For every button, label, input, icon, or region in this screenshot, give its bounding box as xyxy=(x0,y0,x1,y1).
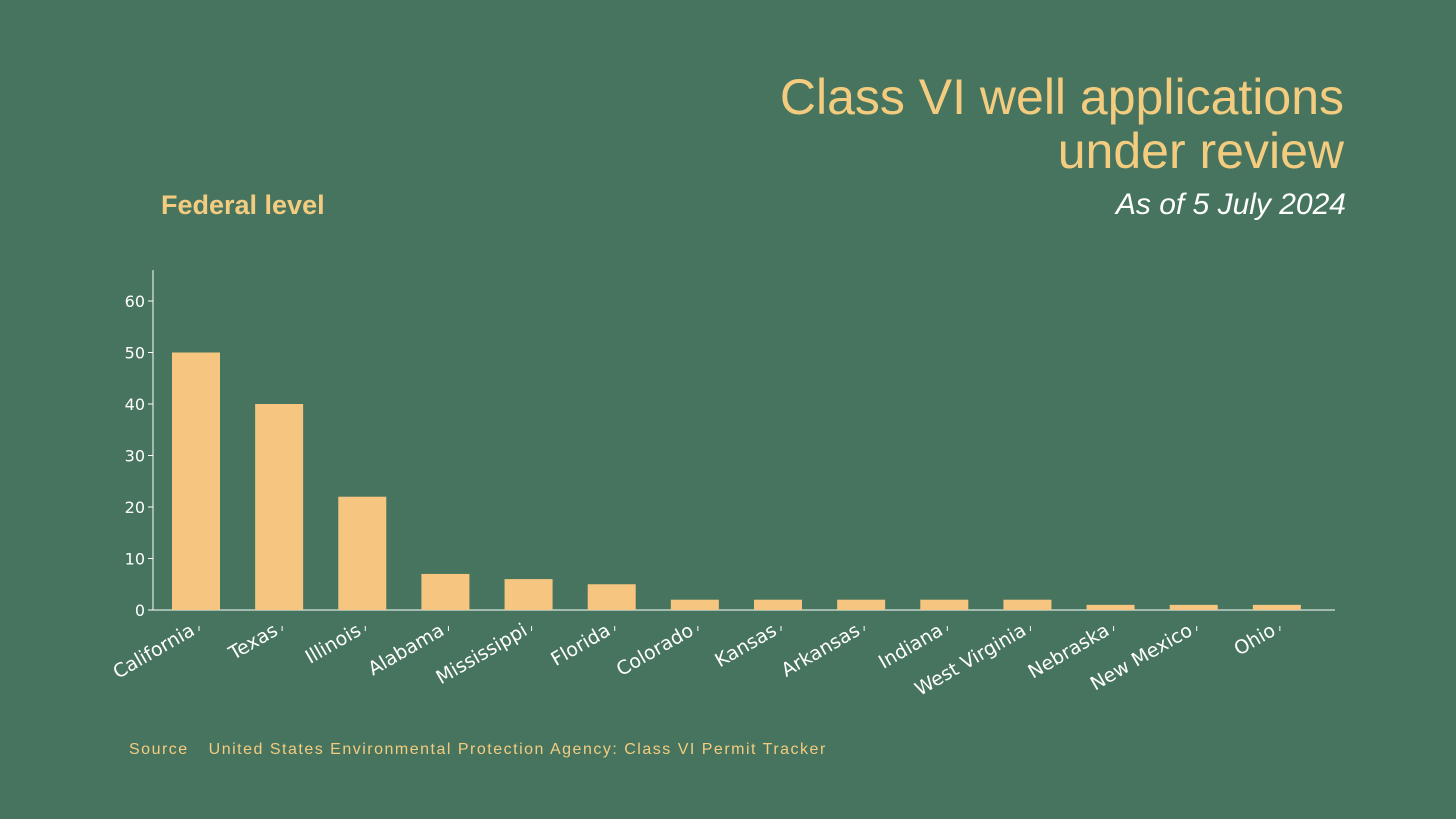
x-tick-label: Ohio xyxy=(1230,619,1279,660)
bar-ohio xyxy=(1252,604,1301,610)
x-tick-label: Mississippi xyxy=(432,619,531,689)
y-tick-label: 10 xyxy=(125,550,145,569)
bar-alabama xyxy=(421,573,470,610)
level-label: Federal level xyxy=(161,190,325,220)
y-tick-label: 30 xyxy=(125,447,145,466)
bar-illinois xyxy=(338,496,387,610)
chart-subtitle: As of 5 July 2024 xyxy=(1115,188,1346,221)
y-tick-label: 60 xyxy=(125,292,145,311)
y-tick-label: 20 xyxy=(125,498,145,517)
x-tick-label: Arkansas xyxy=(778,619,864,681)
bar-new-mexico xyxy=(1169,604,1218,610)
bar-arkansas xyxy=(837,599,886,610)
x-tick-label: California xyxy=(109,619,198,683)
x-tick-label: Kansas xyxy=(711,619,780,672)
bar-colorado xyxy=(670,599,719,610)
bar-florida xyxy=(587,584,636,610)
bar-nebraska xyxy=(1086,604,1135,610)
bar-california xyxy=(172,352,220,610)
x-tick-label: Indiana xyxy=(875,619,947,673)
x-tick-label: Colorado xyxy=(613,619,698,681)
y-tick-label: 0 xyxy=(135,601,145,620)
source-label: Source xyxy=(129,741,189,758)
source-text: United States Environmental Protection A… xyxy=(208,741,827,758)
chart-title: Class VI well applications under review xyxy=(780,70,1344,178)
bar-kansas xyxy=(754,599,802,610)
chart-title-line-1: Class VI well applications xyxy=(779,69,1344,125)
y-tick-label: 50 xyxy=(125,344,145,363)
bar-indiana xyxy=(920,599,969,610)
source-note: Source United States Environmental Prote… xyxy=(129,741,827,759)
y-tick-label: 40 xyxy=(125,395,145,414)
x-tick-label: Texas xyxy=(224,619,281,665)
x-tick-label: Illinois xyxy=(302,619,365,668)
bar-west-virginia xyxy=(1003,599,1052,610)
bar-mississippi xyxy=(504,579,553,610)
chart-title-line-2: under review xyxy=(1057,123,1344,179)
x-tick-label: Florida xyxy=(547,619,614,670)
bar-texas xyxy=(255,404,304,610)
